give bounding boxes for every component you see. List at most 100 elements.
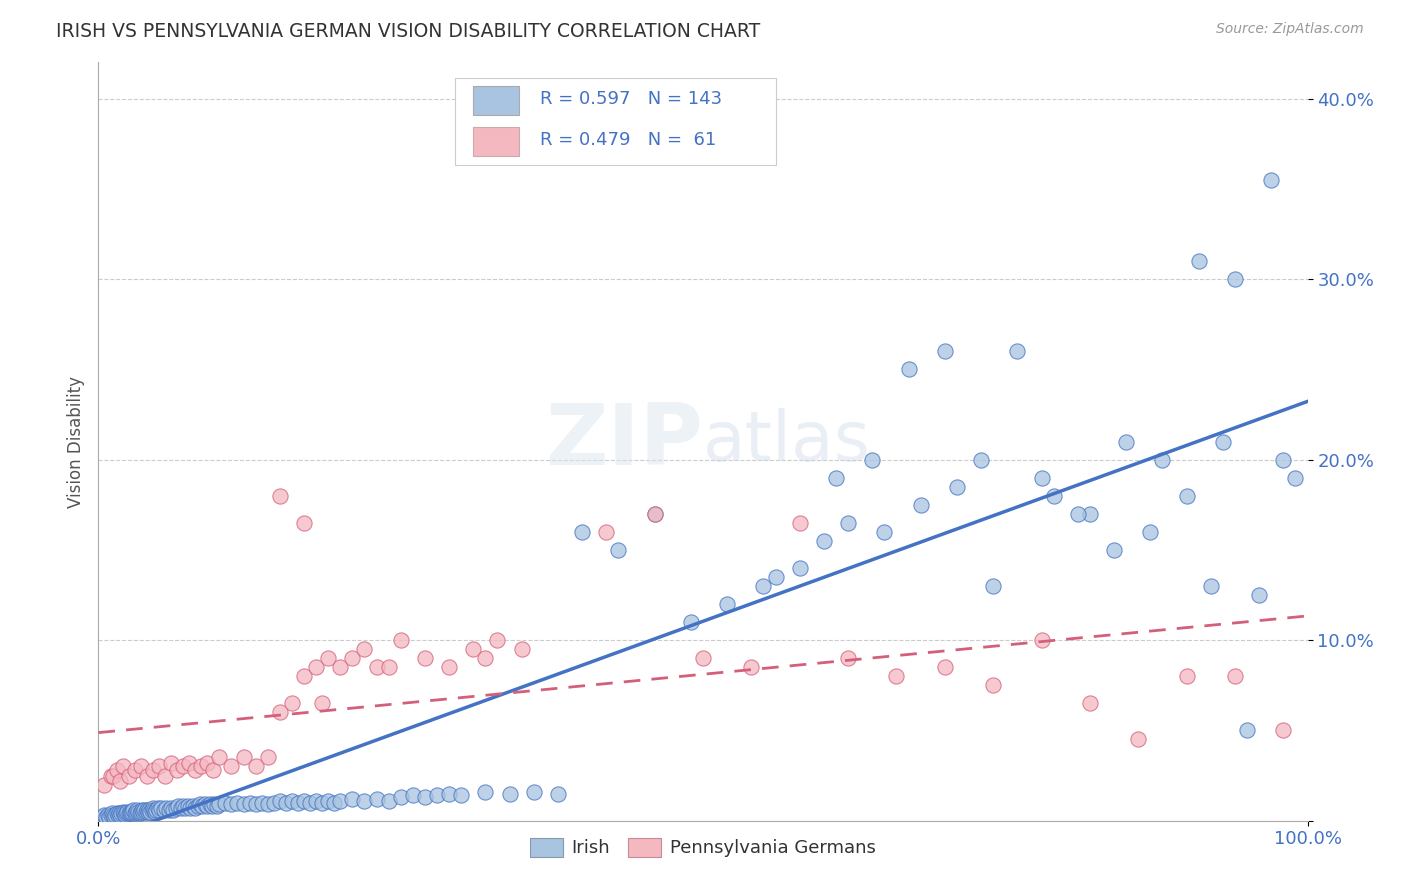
Point: [214, 796, 236, 810]
Point: [644, 507, 666, 521]
Point: [117, 805, 139, 819]
Text: IRISH VS PENNSYLVANIA GERMAN VISION DISABILITY CORRELATION CHART: IRISH VS PENNSYLVANIA GERMAN VISION DISA…: [56, 22, 761, 41]
Point: [160, 801, 183, 815]
Y-axis label: Vision Disability: Vision Disability: [66, 376, 84, 508]
Point: [571, 524, 593, 539]
Point: [644, 507, 666, 521]
Point: [692, 651, 714, 665]
Point: [97, 808, 120, 822]
Text: ZIP: ZIP: [546, 400, 703, 483]
Point: [226, 796, 249, 810]
Point: [166, 763, 188, 777]
Point: [934, 660, 956, 674]
Point: [1272, 452, 1295, 467]
Point: [100, 768, 122, 782]
Point: [1175, 489, 1198, 503]
Point: [377, 794, 399, 808]
Point: [107, 808, 129, 822]
Point: [281, 696, 304, 710]
Point: [204, 797, 226, 812]
Point: [208, 797, 231, 812]
Point: [547, 787, 569, 801]
Point: [136, 805, 159, 819]
Point: [353, 794, 375, 808]
Point: [232, 750, 254, 764]
Point: [169, 801, 191, 815]
Point: [172, 799, 194, 814]
Point: [342, 651, 364, 665]
Point: [1078, 696, 1101, 710]
Point: [108, 773, 131, 788]
Point: [232, 797, 254, 812]
Point: [201, 799, 224, 814]
Point: [1223, 272, 1246, 286]
Point: [316, 794, 339, 808]
Point: [124, 763, 146, 777]
Point: [202, 763, 225, 777]
Point: [135, 805, 157, 819]
Point: [269, 706, 291, 720]
Point: [195, 799, 218, 814]
Point: [463, 642, 485, 657]
Point: [679, 615, 702, 629]
Point: [716, 597, 738, 611]
Point: [329, 794, 352, 808]
Point: [127, 803, 149, 817]
Point: [450, 789, 472, 803]
Point: [437, 787, 460, 801]
Point: [195, 756, 218, 770]
Point: [474, 785, 496, 799]
Point: [111, 805, 134, 819]
Point: [1272, 723, 1295, 738]
Point: [292, 794, 315, 808]
Point: [194, 797, 217, 812]
Point: [155, 801, 177, 815]
Point: [1152, 452, 1174, 467]
Point: [837, 651, 859, 665]
Point: [595, 524, 617, 539]
Point: [93, 808, 115, 822]
Point: [366, 660, 388, 674]
Point: [316, 651, 339, 665]
Point: [125, 805, 148, 819]
Point: [150, 801, 173, 815]
Point: [121, 805, 143, 819]
Legend: Irish, Pennsylvania Germans: Irish, Pennsylvania Germans: [523, 830, 883, 864]
Point: [256, 797, 278, 812]
FancyBboxPatch shape: [474, 87, 519, 115]
Point: [101, 768, 124, 782]
Point: [1284, 470, 1306, 484]
Point: [146, 801, 169, 815]
Point: [342, 792, 364, 806]
Point: [134, 803, 156, 817]
Point: [111, 759, 134, 773]
Point: [245, 797, 267, 812]
Point: [389, 633, 412, 648]
Point: [292, 669, 315, 683]
Point: [413, 651, 436, 665]
Point: [1223, 669, 1246, 683]
Point: [256, 750, 278, 764]
Point: [118, 768, 141, 782]
Point: [311, 696, 333, 710]
Point: [167, 799, 190, 814]
Point: [135, 768, 157, 782]
Point: [148, 803, 170, 817]
Point: [208, 750, 231, 764]
Point: [426, 789, 449, 803]
Point: [263, 796, 285, 810]
Point: [1128, 732, 1150, 747]
Point: [825, 470, 848, 484]
Point: [752, 579, 775, 593]
Point: [118, 806, 141, 821]
Point: [139, 805, 162, 819]
Point: [837, 516, 859, 530]
Point: [152, 803, 174, 817]
Point: [474, 651, 496, 665]
Point: [607, 542, 630, 557]
Point: [100, 806, 122, 821]
Point: [141, 803, 163, 817]
Point: [108, 808, 131, 822]
Point: [413, 790, 436, 805]
Point: [160, 756, 183, 770]
